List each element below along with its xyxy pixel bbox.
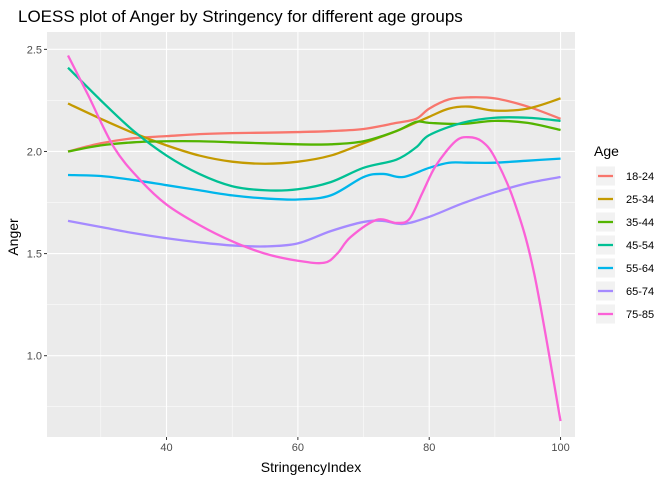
series-line-35-44 — [67, 119, 561, 153]
series-line-75-85 — [66, 54, 562, 422]
y-tick-label: 2.5 — [27, 44, 42, 56]
x-tick-label: 80 — [423, 442, 435, 454]
x-axis-ticks: 40 60 80 100 — [160, 437, 570, 454]
legend-items: 18-24 25-34 35-44 45-54 55-64 65-74 75-85 — [596, 166, 654, 324]
series-layer — [66, 54, 562, 422]
legend-item-35-44: 35-44 — [596, 212, 654, 232]
x-tick-label: 60 — [292, 442, 304, 454]
plot-panel — [47, 32, 575, 437]
legend-label: 75-85 — [626, 309, 654, 321]
x-tick-label: 40 — [160, 442, 172, 454]
legend-label: 25-34 — [626, 194, 654, 206]
series-line-65-74 — [67, 175, 561, 248]
y-tick-label: 2.0 — [27, 146, 42, 158]
legend-label: 65-74 — [626, 286, 654, 298]
legend-item-18-24: 18-24 — [596, 166, 654, 186]
series-line-55-64 — [67, 157, 561, 201]
y-tick-label: 1.5 — [27, 249, 42, 261]
series-line-18-24 — [67, 96, 561, 153]
y-tick-label: 1.0 — [27, 351, 42, 363]
y-axis-title: Anger — [5, 218, 21, 256]
legend: Age 18-24 25-34 35-44 45-54 55-64 65-74 75-85 — [594, 143, 654, 324]
chart-title: LOESS plot of Anger by Stringency for di… — [18, 7, 463, 26]
legend-title: Age — [594, 143, 619, 159]
x-tick-label: 100 — [551, 442, 569, 454]
legend-label: 45-54 — [626, 240, 654, 252]
legend-item-25-34: 25-34 — [596, 189, 654, 209]
x-axis-title: StringencyIndex — [261, 459, 361, 475]
legend-label: 55-64 — [626, 263, 654, 275]
legend-item-75-85: 75-85 — [596, 304, 654, 324]
legend-label: 35-44 — [626, 217, 654, 229]
legend-item-55-64: 55-64 — [596, 258, 654, 278]
series-line-45-54 — [67, 66, 561, 192]
y-axis-ticks: 1.0 1.5 2.0 2.5 — [27, 44, 47, 363]
legend-item-65-74: 65-74 — [596, 281, 654, 301]
legend-item-45-54: 45-54 — [596, 235, 654, 255]
legend-label: 18-24 — [626, 171, 654, 183]
